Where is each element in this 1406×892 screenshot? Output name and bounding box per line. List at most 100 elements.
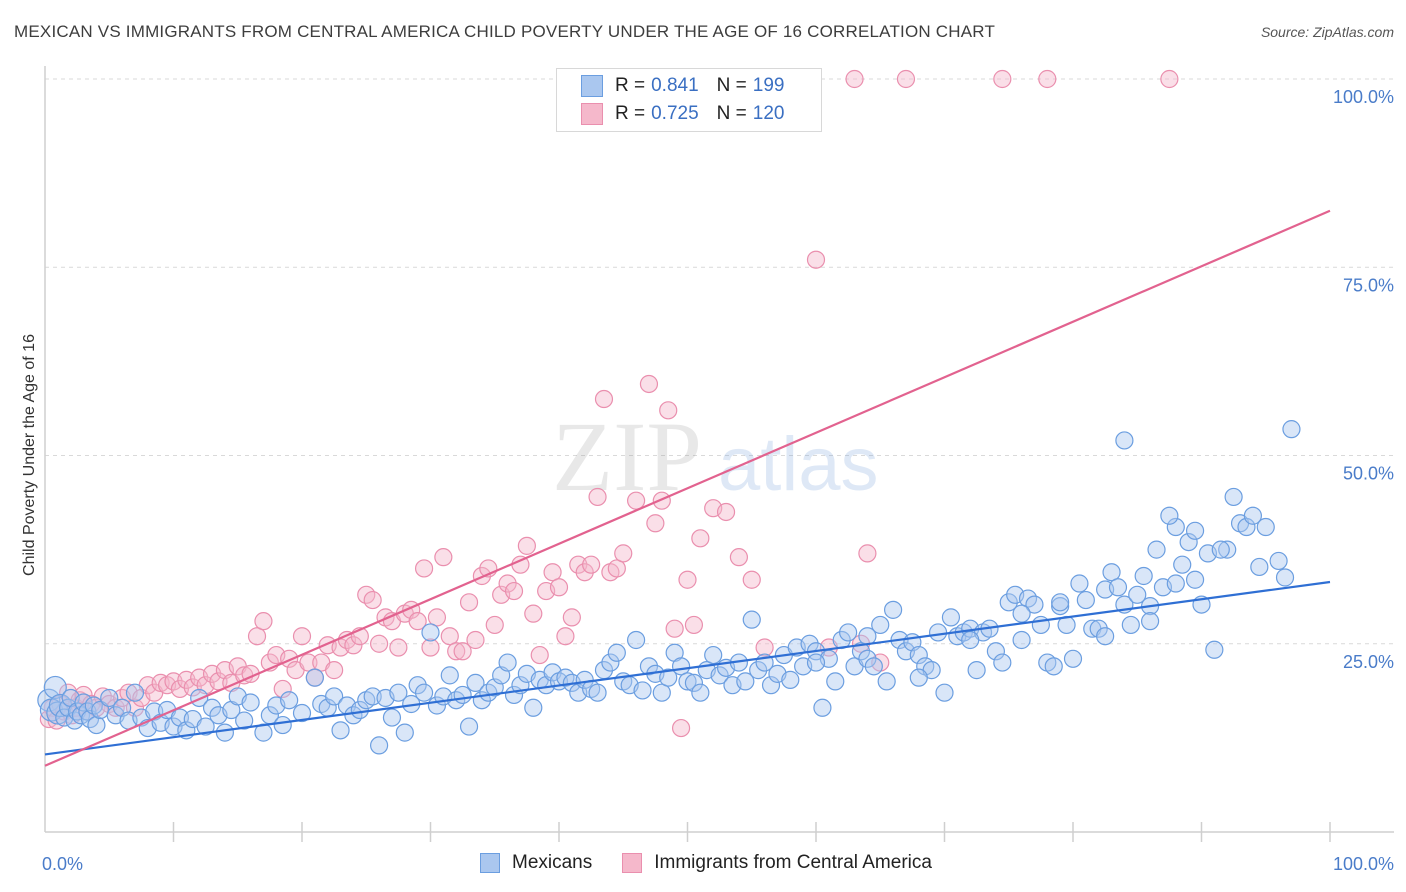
- mexicans-point: [1173, 555, 1192, 574]
- immigrants-point: [434, 548, 453, 567]
- immigrants-point: [646, 514, 665, 533]
- mexicans-point: [877, 672, 896, 691]
- mexicans-point: [1063, 649, 1083, 668]
- immigrants-point: [370, 634, 389, 653]
- immigrants-point: [363, 590, 382, 610]
- mexicans-point: [1185, 521, 1205, 540]
- mexicans-point: [235, 711, 254, 730]
- legend-item-immigrants[interactable]: Immigrants from Central America: [622, 852, 932, 874]
- mexicans-point: [1185, 570, 1205, 589]
- mexicans-point: [87, 715, 106, 735]
- mexicans-point: [440, 666, 459, 685]
- mexicans-point: [280, 691, 299, 710]
- mexicans-point: [1044, 657, 1063, 676]
- mexicans-point: [671, 657, 691, 676]
- immigrants-point: [1038, 69, 1057, 89]
- mexicans-point: [858, 627, 877, 646]
- mexicans-point: [421, 623, 440, 642]
- mexicans-point: [1147, 540, 1166, 559]
- mexicans-point: [1211, 540, 1230, 559]
- immigrants-point: [254, 612, 273, 631]
- legend-n-label: N =: [716, 75, 747, 96]
- mexicans-point: [408, 676, 427, 695]
- legend-label-immigrants: Immigrants from Central America: [654, 852, 932, 873]
- series-legend: Mexicans Immigrants from Central America: [480, 852, 962, 874]
- mexicans-point: [781, 670, 800, 689]
- x-tick-label-max: 100.0%: [1333, 854, 1394, 874]
- mexicans-point: [710, 666, 729, 685]
- mexicans-point: [414, 683, 434, 702]
- mexicans-point: [864, 657, 883, 676]
- immigrants-point: [678, 570, 697, 589]
- mexicans-point: [1205, 640, 1224, 659]
- immigrants-point: [299, 653, 318, 672]
- immigrants-point: [440, 627, 459, 646]
- mexicans-point: [1166, 517, 1185, 537]
- immigrants-point: [389, 638, 408, 657]
- mexicans-point: [74, 693, 93, 712]
- immigrants-point: [447, 642, 466, 661]
- immigrants-point: [626, 491, 646, 510]
- immigrants-point: [671, 718, 691, 738]
- immigrants-point: [459, 593, 479, 612]
- mexicans-point: [1089, 619, 1108, 638]
- mexicans-point: [1076, 590, 1095, 610]
- mexicans-point: [370, 736, 389, 755]
- mexicans-point: [813, 698, 832, 717]
- immigrants-point: [556, 627, 575, 646]
- immigrants-point: [344, 636, 363, 655]
- immigrants-point: [504, 581, 524, 601]
- immigrants-point: [543, 563, 562, 582]
- mexicans-point: [1134, 566, 1153, 586]
- y-tick-label: 50.0%: [1343, 464, 1394, 484]
- mexicans-point: [1012, 604, 1031, 623]
- mexicans-point: [1140, 612, 1160, 631]
- mexicans-point: [652, 683, 671, 702]
- grid-lines: [45, 78, 1394, 645]
- mexicans-point: [626, 630, 646, 650]
- mexicans-trend-line: [44, 580, 1331, 756]
- series-immigrants-points: [39, 69, 1179, 738]
- immigrants-point: [993, 69, 1012, 89]
- mexicans-point: [389, 683, 408, 702]
- mexicans-point: [196, 717, 215, 736]
- mexicans-point: [1070, 574, 1089, 593]
- legend-r-value: 0.841: [651, 75, 699, 96]
- mexicans-point: [961, 630, 980, 650]
- immigrants-point: [582, 555, 601, 574]
- mexicans-point: [691, 683, 710, 702]
- immigrants-point: [716, 502, 736, 522]
- legend-item-mexicans[interactable]: Mexicans: [480, 852, 592, 874]
- immigrants-point: [569, 555, 588, 574]
- mexicans-point: [851, 642, 871, 661]
- immigrants-trend-line: [44, 209, 1331, 767]
- immigrants-point: [530, 645, 549, 665]
- mexicans-point: [588, 683, 607, 702]
- legend-swatch-pink: [622, 853, 643, 873]
- mexicans-point: [684, 673, 704, 693]
- immigrants-point: [729, 548, 749, 567]
- mexicans-point: [742, 610, 761, 629]
- mexicans-point: [215, 723, 234, 742]
- mexicans-point: [1179, 532, 1198, 552]
- y-tick-labels: 25.0% 50.0% 75.0% 100.0%: [1333, 87, 1394, 672]
- immigrants-point: [594, 389, 614, 409]
- mexicans-point: [1096, 627, 1115, 646]
- mexicans-point: [1102, 563, 1121, 582]
- mexicans-point: [761, 676, 781, 695]
- immigrants-point: [325, 661, 344, 680]
- x-tick-marks: [172, 822, 1331, 842]
- mexicans-point: [883, 600, 903, 619]
- mexicans-point: [241, 693, 260, 712]
- legend-n-value: 199: [752, 75, 785, 96]
- mexicans-point: [331, 721, 350, 740]
- immigrants-point: [614, 544, 633, 563]
- legend-r-label: R =: [615, 75, 646, 96]
- immigrants-point: [742, 570, 761, 589]
- mexicans-point: [1224, 487, 1243, 507]
- legend-n-label: N =: [716, 103, 747, 124]
- immigrants-point: [607, 559, 626, 578]
- immigrants-point: [806, 250, 826, 269]
- legend-r-value: 0.725: [651, 103, 699, 124]
